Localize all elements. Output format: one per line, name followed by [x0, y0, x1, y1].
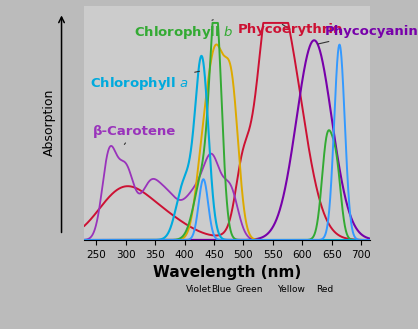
Text: Blue: Blue [211, 285, 231, 293]
Text: Violet: Violet [186, 285, 212, 293]
Text: Phycocyanin: Phycocyanin [318, 25, 418, 44]
Text: Chlorophyll $b$: Chlorophyll $b$ [135, 20, 234, 41]
X-axis label: Wavelength (nm): Wavelength (nm) [153, 265, 301, 280]
Text: Red: Red [316, 285, 334, 293]
Text: Chlorophyll $a$: Chlorophyll $a$ [90, 71, 199, 92]
Text: Yellow: Yellow [277, 285, 305, 293]
Text: Absorption: Absorption [43, 89, 56, 157]
Text: Phycoerythrin: Phycoerythrin [237, 23, 343, 36]
Text: β-Carotene: β-Carotene [93, 125, 176, 144]
Text: Green: Green [236, 285, 263, 293]
